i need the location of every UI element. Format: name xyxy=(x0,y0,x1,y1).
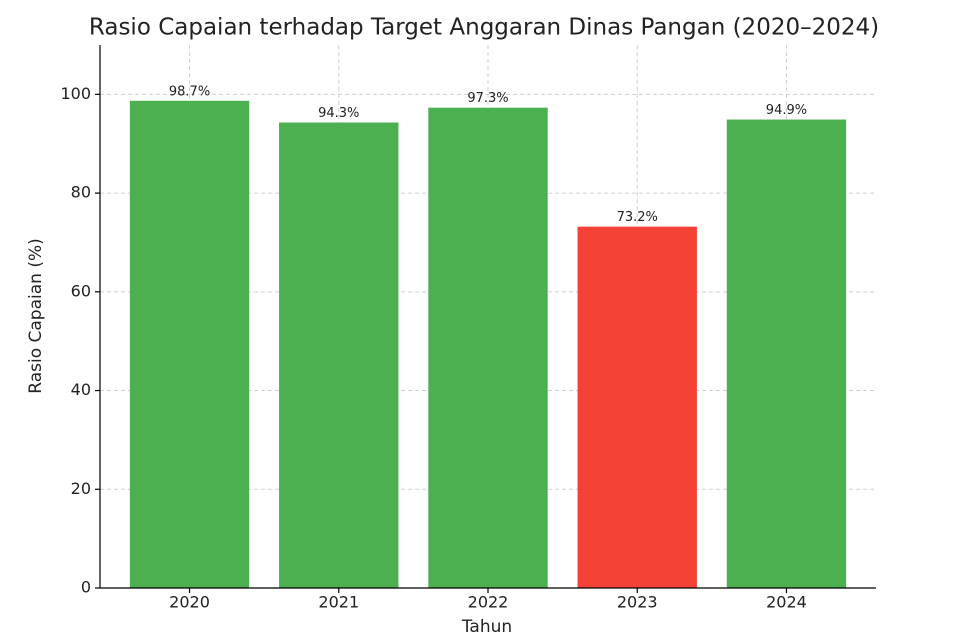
value-label: 97.3% xyxy=(467,91,508,106)
x-axis-label: Tahun xyxy=(461,617,512,637)
x-tick-label: 2023 xyxy=(617,593,658,612)
y-tick-label: 0 xyxy=(81,578,91,597)
x-tick-label: 2020 xyxy=(169,593,210,612)
bar xyxy=(428,107,548,588)
bar xyxy=(279,122,399,588)
value-label: 94.3% xyxy=(318,106,359,121)
y-axis-label: Rasio Capaian (%) xyxy=(26,238,46,393)
x-tick-label: 2024 xyxy=(766,593,807,612)
y-tick-label: 40 xyxy=(71,380,91,399)
bar xyxy=(129,100,250,588)
y-tick-label: 60 xyxy=(71,281,91,300)
value-label: 73.2% xyxy=(617,210,658,225)
chart-title: Rasio Capaian terhadap Target Anggaran D… xyxy=(89,15,879,41)
bar xyxy=(726,119,847,588)
value-label: 98.7% xyxy=(169,84,210,99)
bar xyxy=(577,226,697,588)
y-tick-label: 100 xyxy=(60,84,91,103)
x-tick-label: 2021 xyxy=(318,593,359,612)
y-tick-label: 20 xyxy=(71,479,91,498)
x-tick-label: 2022 xyxy=(468,593,509,612)
value-label: 94.9% xyxy=(766,103,807,118)
y-tick-label: 80 xyxy=(71,183,91,202)
